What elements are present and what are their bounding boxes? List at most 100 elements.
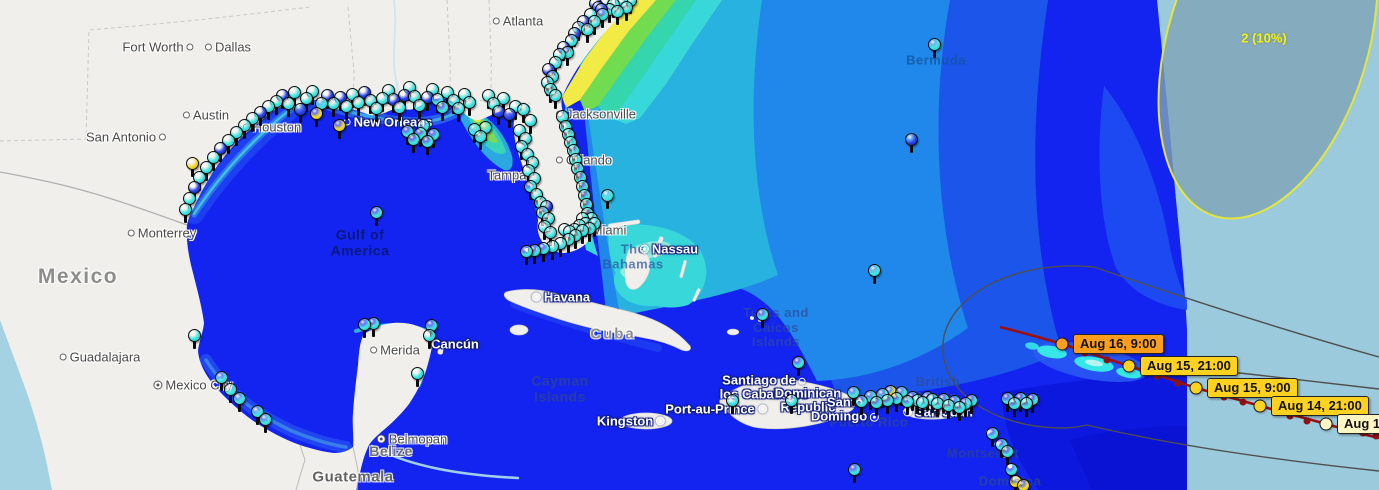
marker-head (581, 23, 594, 36)
marker-stem (418, 139, 422, 147)
track-point-label[interactable]: Aug 15, 21:00 (1140, 356, 1238, 376)
marker-head (340, 100, 353, 113)
station-marker[interactable] (423, 329, 437, 351)
marker-head (186, 157, 199, 170)
marker-head (352, 96, 365, 109)
station-marker[interactable] (549, 89, 563, 111)
station-marker[interactable] (436, 101, 450, 123)
marker-stem (374, 114, 378, 122)
station-marker[interactable] (421, 135, 435, 157)
city-label-line: San Antonio (86, 130, 167, 145)
city-dot-icon (370, 346, 378, 354)
marker-stem (425, 103, 429, 111)
marker-head (868, 264, 881, 277)
forecast-area-ellipse[interactable] (1119, 0, 1379, 245)
station-marker[interactable] (327, 97, 341, 119)
station-marker[interactable] (492, 105, 506, 127)
station-marker[interactable] (370, 102, 384, 124)
marker-stem (234, 138, 238, 146)
station-marker[interactable] (503, 108, 517, 130)
marker-stem (550, 252, 554, 260)
marker-stem (528, 126, 532, 134)
station-marker[interactable] (848, 463, 862, 485)
station-marker[interactable] (294, 103, 308, 125)
station-marker[interactable] (282, 97, 296, 119)
station-marker[interactable] (215, 371, 229, 393)
track-point-marker[interactable] (1189, 381, 1203, 395)
station-marker[interactable] (611, 5, 625, 27)
track-point-marker[interactable] (1055, 337, 1069, 351)
track-point-label[interactable]: Aug 15, 9:00 (1207, 378, 1298, 398)
sea-label-gulf-of-america: Gulf of America (330, 226, 390, 258)
station-marker[interactable] (310, 107, 324, 129)
station-marker[interactable] (474, 130, 488, 152)
station-marker[interactable] (520, 245, 534, 267)
marker-stem (344, 112, 348, 120)
station-marker[interactable] (785, 394, 799, 416)
station-marker[interactable] (601, 189, 615, 211)
sea-label-turks-and-caicos-islands: Turks and Caicos Islands (743, 305, 809, 350)
station-marker[interactable] (188, 329, 202, 351)
station-marker[interactable] (224, 383, 238, 405)
station-marker[interactable] (333, 119, 347, 141)
track-point-marker[interactable] (1253, 399, 1267, 413)
station-marker[interactable] (452, 102, 466, 124)
station-marker[interactable] (792, 356, 806, 378)
station-marker[interactable] (407, 133, 421, 155)
marker-head (1020, 397, 1033, 410)
track-point-label[interactable]: Aug 14, (1337, 414, 1379, 434)
track-point-label[interactable]: Aug 14, 21:00 (1271, 396, 1369, 416)
track-point-marker[interactable] (1319, 417, 1333, 431)
station-marker[interactable] (524, 114, 538, 136)
marker-stem (587, 234, 591, 242)
station-marker[interactable] (905, 133, 919, 155)
station-marker[interactable] (868, 264, 882, 286)
station-marker[interactable] (986, 427, 1000, 449)
marker-stem (553, 101, 557, 109)
station-marker[interactable] (200, 161, 214, 183)
city-label-dallas: Dallas (204, 40, 251, 55)
station-marker[interactable] (1001, 445, 1015, 467)
station-marker[interactable] (413, 99, 427, 121)
station-marker[interactable] (179, 203, 193, 225)
station-marker[interactable] (352, 96, 366, 118)
station-marker[interactable] (463, 96, 477, 118)
track-point-marker[interactable] (1122, 359, 1136, 373)
city-dot-icon (798, 377, 806, 385)
station-marker[interactable] (233, 392, 247, 414)
station-marker[interactable] (855, 395, 869, 417)
city-label-line: Domingo (811, 409, 880, 424)
station-marker[interactable] (517, 103, 531, 125)
marker-head (1017, 479, 1030, 490)
marker-head (200, 161, 213, 174)
station-marker[interactable] (259, 413, 273, 435)
station-marker[interactable] (726, 394, 740, 416)
station-marker[interactable] (901, 395, 915, 417)
station-marker[interactable] (411, 367, 425, 389)
station-marker[interactable] (340, 100, 354, 122)
station-marker[interactable] (953, 401, 967, 423)
station-marker[interactable] (1020, 397, 1034, 419)
station-marker[interactable] (928, 38, 942, 60)
city-label-austin: Austin (182, 108, 229, 123)
marker-head (611, 5, 624, 18)
forecast-area-label: 2 (10%) (1241, 30, 1287, 46)
station-marker[interactable] (358, 318, 372, 340)
marker-stem (204, 173, 208, 181)
station-marker[interactable] (581, 23, 595, 45)
station-marker[interactable] (207, 151, 221, 173)
station-marker[interactable] (393, 101, 407, 123)
track-point-label[interactable]: Aug 16, 9:00 (1073, 334, 1164, 354)
station-marker[interactable] (370, 206, 384, 228)
station-marker[interactable] (1017, 479, 1031, 490)
station-marker[interactable] (756, 308, 770, 330)
marker-stem (258, 118, 262, 126)
marker-head (474, 130, 487, 143)
marker-head (179, 203, 192, 216)
station-marker[interactable] (916, 396, 930, 418)
station-marker[interactable] (870, 396, 884, 418)
marker-stem (885, 406, 889, 414)
station-marker[interactable] (186, 157, 200, 179)
